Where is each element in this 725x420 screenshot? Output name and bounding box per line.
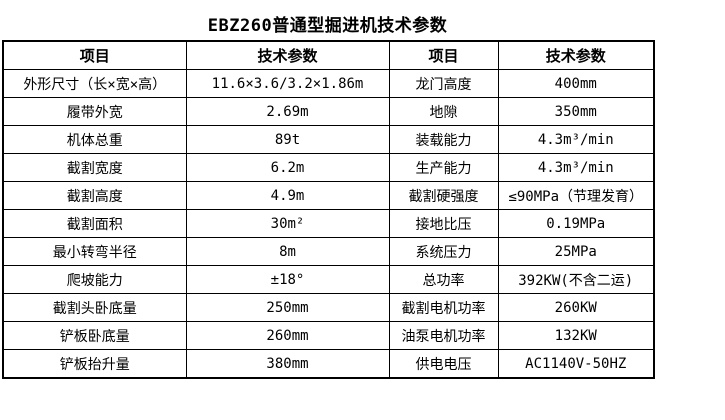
item-cell: 油泵电机功率 (388, 321, 499, 350)
item-cell: 截割硬强度 (388, 181, 499, 210)
value-cell: 392KW(不含二运) (497, 265, 655, 294)
value-cell: 8m (185, 237, 390, 266)
column-header-item-right: 项目 (388, 40, 499, 70)
item-cell: 截割电机功率 (388, 293, 499, 322)
column-header-value-right: 技术参数 (497, 40, 655, 70)
item-cell: 外形尺寸（长×宽×高） (2, 69, 187, 98)
table-row: 截割头卧底量 250mm 截割电机功率 260KW (2, 293, 655, 322)
value-cell: ±18° (185, 265, 390, 294)
item-cell: 履带外宽 (2, 97, 187, 126)
item-cell: 最小转弯半径 (2, 237, 187, 266)
table-row: 截割高度 4.9m 截割硬强度 ≤90MPa（节理发育） (2, 181, 655, 210)
column-header-value-left: 技术参数 (185, 40, 390, 70)
value-cell: ≤90MPa（节理发育） (497, 181, 655, 210)
table-row: 机体总重 89t 装载能力 4.3m³/min (2, 125, 655, 154)
table-row: 截割宽度 6.2m 生产能力 4.3m³/min (2, 153, 655, 182)
item-cell: 爬坡能力 (2, 265, 187, 294)
item-cell: 铲板卧底量 (2, 321, 187, 350)
item-cell: 截割面积 (2, 209, 187, 238)
item-cell: 截割头卧底量 (2, 293, 187, 322)
value-cell: 0.19MPa (497, 209, 655, 238)
table-row: 铲板抬升量 380mm 供电电压 AC1140V-50HZ (2, 349, 655, 379)
value-cell: 11.6×3.6/3.2×1.86m (185, 69, 390, 98)
table-body: 外形尺寸（长×宽×高） 11.6×3.6/3.2×1.86m 龙门高度 400mm 履带… (2, 69, 655, 379)
item-cell: 龙门高度 (388, 69, 499, 98)
item-cell: 地隙 (388, 97, 499, 126)
table-row: 铲板卧底量 260mm 油泵电机功率 132KW (2, 321, 655, 350)
table-row: 爬坡能力 ±18° 总功率 392KW(不含二运) (2, 265, 655, 294)
table-row: 截割面积 30m² 接地比压 0.19MPa (2, 209, 655, 238)
item-cell: 截割高度 (2, 181, 187, 210)
value-cell: 2.69m (185, 97, 390, 126)
item-cell: 供电电压 (388, 349, 499, 379)
value-cell: 4.3m³/min (497, 125, 655, 154)
value-cell: 380mm (185, 349, 390, 379)
value-cell: 250mm (185, 293, 390, 322)
value-cell: 4.3m³/min (497, 153, 655, 182)
value-cell: 30m² (185, 209, 390, 238)
item-cell: 接地比压 (388, 209, 499, 238)
table-row: 外形尺寸（长×宽×高） 11.6×3.6/3.2×1.86m 龙门高度 400mm (2, 69, 655, 98)
value-cell: 6.2m (185, 153, 390, 182)
page-title: EBZ260普通型掘进机技术参数 (207, 16, 448, 36)
table-row: 履带外宽 2.69m 地隙 350mm (2, 97, 655, 126)
value-cell: 25MPa (497, 237, 655, 266)
item-cell: 机体总重 (2, 125, 187, 154)
value-cell: 400mm (497, 69, 655, 98)
item-cell: 铲板抬升量 (2, 349, 187, 379)
item-cell: 生产能力 (388, 153, 499, 182)
item-cell: 系统压力 (388, 237, 499, 266)
header-row: 项目 技术参数 项目 技术参数 (2, 40, 655, 70)
column-header-item-left: 项目 (2, 40, 187, 70)
value-cell: 132KW (497, 321, 655, 350)
table-row: 最小转弯半径 8m 系统压力 25MPa (2, 237, 655, 266)
value-cell: 260KW (497, 293, 655, 322)
value-cell: 350mm (497, 97, 655, 126)
spec-table: 项目 技术参数 项目 技术参数 外形尺寸（长×宽×高） 11.6×3.6/3.2×… (2, 40, 655, 379)
item-cell: 截割宽度 (2, 153, 187, 182)
value-cell: 89t (185, 125, 390, 154)
item-cell: 装载能力 (388, 125, 499, 154)
value-cell: 260mm (185, 321, 390, 350)
item-cell: 总功率 (388, 265, 499, 294)
value-cell: AC1140V-50HZ (497, 349, 655, 379)
value-cell: 4.9m (185, 181, 390, 210)
